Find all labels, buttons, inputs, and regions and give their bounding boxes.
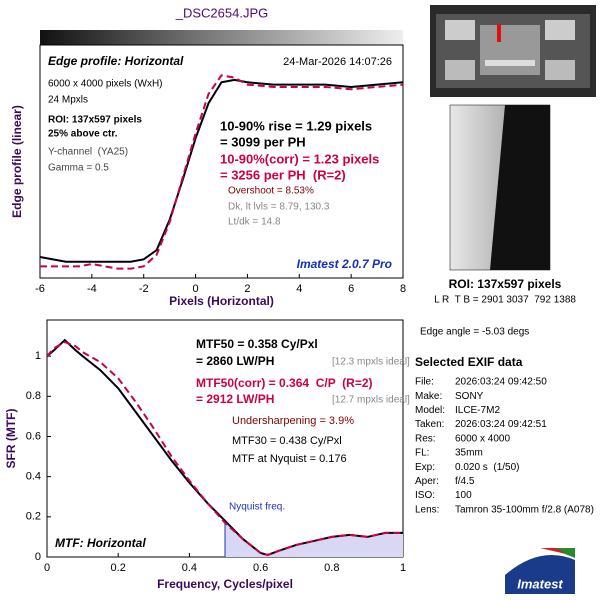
x-tick-label: 6	[348, 283, 354, 295]
x-tick-label: 0.8	[324, 562, 339, 574]
exif-value: 100	[455, 490, 472, 501]
annotation: 24 Mpxls	[48, 95, 88, 106]
y-axis-label: SFR (MTF)	[4, 409, 18, 469]
annotation: [12.3 mpxls ideal]	[332, 357, 410, 368]
annotation: 24-Mar-2026 14:07:26	[283, 56, 392, 68]
exif-title: Selected EXIF data	[415, 355, 523, 369]
annotation: = 2912 LW/PH	[196, 392, 274, 406]
y-tick-label: 0	[35, 551, 41, 563]
thumbnail	[430, 5, 596, 97]
logo-text: Imatest	[517, 576, 563, 591]
exif-value: Tamron 35-100mm f/2.8 (A078)	[455, 504, 594, 515]
y-tick-label: 0.4	[26, 471, 41, 483]
exif-value: 2026:03:24 09:42:51	[455, 419, 547, 430]
edge-gradient	[40, 30, 403, 45]
exif-value: 6000 x 4000	[455, 433, 510, 444]
exif-value: SONY	[455, 391, 484, 402]
x-tick-label: -6	[35, 283, 45, 295]
y-tick-label: 0.2	[26, 511, 41, 523]
y-tick-label: 1	[35, 350, 41, 362]
x-tick-label: 0.2	[111, 562, 126, 574]
annotation: 10-90%(corr) = 1.23 pixels	[220, 151, 379, 166]
annotation: Gamma = 0.5	[48, 163, 109, 174]
annotation: Dk, lt lvls = 8.79, 130.3	[228, 202, 330, 213]
annotation: Edge profile: Horizontal	[48, 54, 184, 68]
annotation: MTF: Horizontal	[55, 536, 146, 550]
x-tick-label: 0	[193, 283, 199, 295]
y-tick-label: 0.6	[26, 430, 41, 442]
x-tick-label: 2	[244, 283, 250, 295]
annotation: Imatest 2.0.7 Pro	[297, 257, 392, 271]
series-line	[46, 340, 403, 557]
x-tick-label: 0	[44, 562, 50, 574]
chart-title: _DSC2654.JPG	[175, 5, 269, 20]
exif-key: Make:	[415, 391, 442, 402]
exif-key: Lens:	[415, 504, 439, 515]
annotation: Y-channel (YA25)	[48, 147, 128, 158]
x-tick-label: 4	[296, 283, 302, 295]
x-tick-label: 1	[400, 562, 406, 574]
nyquist-region	[225, 520, 403, 557]
x-tick-label: -4	[87, 283, 97, 295]
exif-key: FL:	[415, 448, 429, 459]
annotation: = 3099 per PH	[220, 134, 306, 149]
exif-key: Taken:	[415, 419, 444, 430]
series-line	[40, 74, 404, 270]
exif-value: ILCE-7M2	[455, 405, 500, 416]
exif-key: ISO:	[415, 490, 435, 501]
annotation: ROI: 137x597 pixels	[48, 115, 142, 126]
annotation: = 3256 per PH (R=2)	[220, 167, 346, 182]
plot-area	[46, 319, 404, 558]
edge-angle: Edge angle = -5.03 degs	[420, 327, 529, 338]
exif-key: File:	[415, 377, 434, 388]
annotation: 25% above ctr.	[48, 129, 118, 140]
exif-key: Exp:	[415, 462, 435, 473]
x-axis-label: Pixels (Horizontal)	[169, 294, 274, 308]
roi-coords: L R T B = 2901 3037 792 1388	[434, 295, 576, 306]
exif-key: Res:	[415, 433, 436, 444]
y-axis-label: Edge profile (linear)	[10, 105, 24, 218]
x-tick-label: 0.6	[253, 562, 268, 574]
nyquist-label: Nyquist freq.	[229, 502, 285, 513]
annotation: = 2860 LW/PH	[196, 354, 274, 368]
annotation: MTF50(corr) = 0.364 C/P (R=2)	[196, 376, 373, 390]
x-tick-label: 0.4	[182, 562, 197, 574]
annotation: Lt/dk = 14.8	[228, 217, 281, 228]
annotation: Undersharpening = 3.9%	[232, 415, 354, 427]
exif-key: Model:	[415, 405, 445, 416]
logo: Imatest	[505, 548, 575, 594]
x-axis-label: Frequency, Cycles/pixel	[157, 577, 293, 591]
exif-key: Aper:	[415, 476, 439, 487]
roi-label: ROI: 137x597 pixels	[449, 277, 562, 291]
roi-image	[449, 104, 551, 271]
x-tick-label: 8	[400, 283, 406, 295]
exif-value: 0.020 s (1/50)	[455, 462, 519, 473]
annotation: [12.7 mpxls ideal]	[332, 395, 410, 406]
y-tick-label: 0.8	[26, 390, 41, 402]
annotation: MTF30 = 0.438 Cy/Pxl	[232, 435, 342, 447]
exif-value: 2026:03:24 09:42:50	[455, 377, 547, 388]
x-tick-label: -2	[139, 283, 149, 295]
annotation: MTF50 = 0.358 Cy/Pxl	[196, 337, 318, 351]
annotation: 10-90% rise = 1.29 pixels	[220, 118, 372, 133]
exif-value: 35mm	[455, 448, 483, 459]
annotation: Overshoot = 8.53%	[228, 186, 314, 197]
exif-value: f/4.5	[455, 476, 475, 487]
annotation: MTF at Nyquist = 0.176	[232, 453, 347, 465]
annotation: 6000 x 4000 pixels (WxH)	[48, 79, 163, 90]
